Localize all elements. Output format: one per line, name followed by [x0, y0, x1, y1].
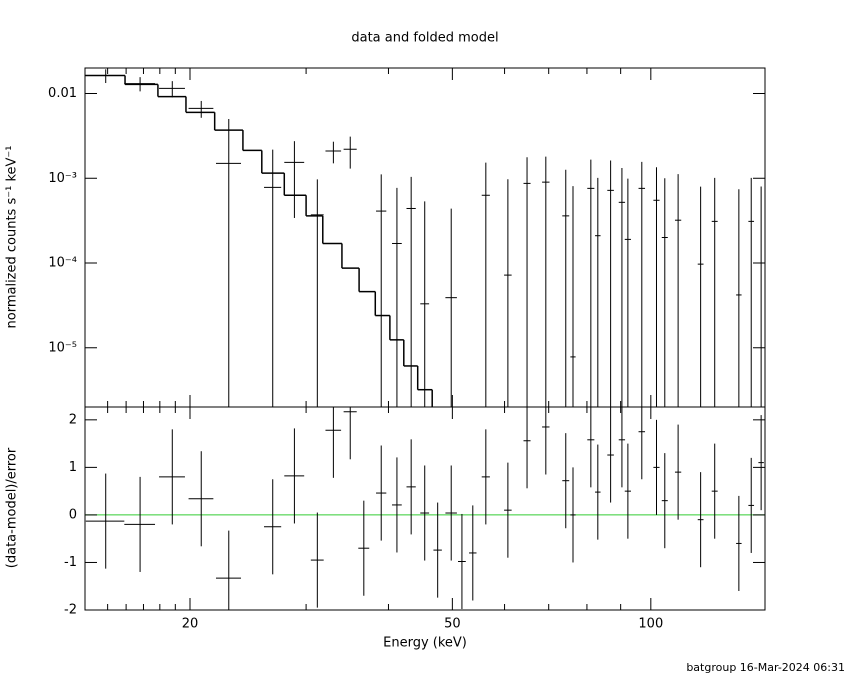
plot-area: [85, 69, 764, 407]
y-tick-label: 0.01: [48, 86, 77, 101]
x-axis-label: Energy (keV): [383, 636, 467, 651]
y-tick-label: 1: [69, 460, 77, 475]
x-tick-label: 100: [638, 617, 663, 632]
y-tick-label: -2: [64, 603, 77, 618]
footer: batgroup 16-Mar-2024 06:31: [686, 661, 845, 674]
y-tick-label: 0: [69, 507, 77, 522]
y-tick-label: 10⁻⁴: [48, 256, 77, 271]
y-tick-label: 10⁻⁵: [48, 340, 77, 355]
plot-area: [85, 407, 765, 610]
y-tick-label: 10⁻³: [48, 171, 77, 186]
chart-title: data and folded model: [351, 31, 498, 46]
y-axis-label: normalized counts s⁻¹ keV⁻¹: [5, 146, 20, 329]
y-tick-label: 2: [69, 412, 77, 427]
y-axis-label: (data-model)/error: [5, 447, 20, 568]
x-tick-label: 50: [444, 617, 461, 632]
y-tick-label: -1: [64, 555, 77, 570]
x-tick-label: 20: [182, 617, 199, 632]
